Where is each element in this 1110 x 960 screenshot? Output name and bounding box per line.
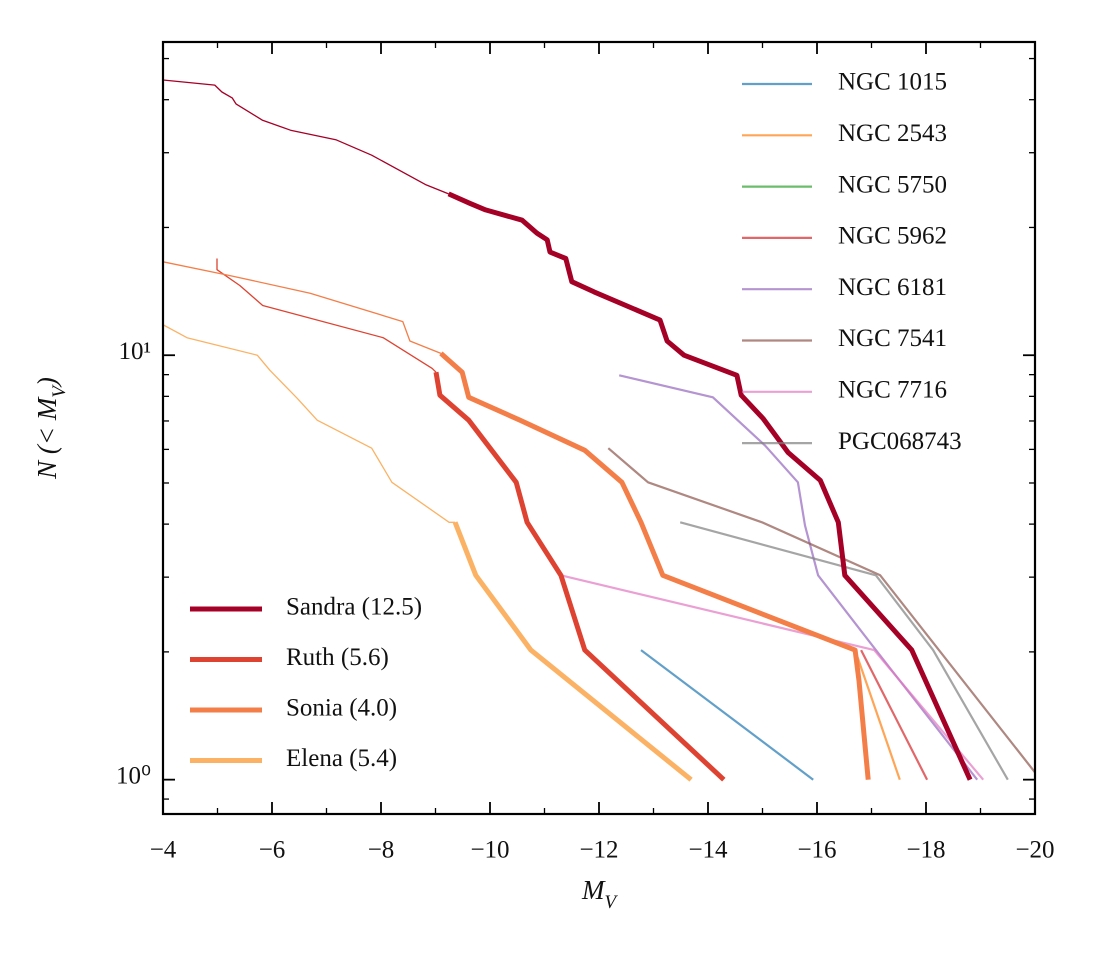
legend-label: Sonia (4.0) [286,695,397,722]
x-axis-label: MV [581,875,619,913]
x-tick-label: −6 [259,837,286,864]
series-line [163,324,456,523]
legend-label: PGC068743 [838,428,962,455]
legend-label: NGC 5962 [838,223,947,250]
series-line [163,261,442,355]
legend-label: NGC 7541 [838,325,947,352]
x-tick-label: −16 [797,837,836,864]
series-line [679,521,1009,781]
series-line [452,521,693,782]
legend-label: Elena (5.4) [286,745,397,772]
series-line [216,258,437,373]
legend-label: NGC 5750 [838,171,947,198]
x-tick-label: −20 [1015,837,1054,864]
series-line [607,447,1035,774]
series-line [640,649,814,781]
x-tick-label: −12 [579,837,618,864]
plot-lines [163,79,1035,782]
series-line [860,649,929,781]
x-tick-label: −8 [368,837,395,864]
x-tick-label: −10 [470,837,509,864]
x-tick-label: −14 [688,837,728,864]
x-tick-label: −4 [150,837,177,864]
series-line [439,351,871,780]
series-line [618,374,979,781]
series-line [560,574,985,781]
legend-label: NGC 7716 [838,377,947,404]
legend-label: Sandra (12.5) [286,594,422,621]
series-line [163,79,449,195]
y-axis-label: N (< MV) [32,377,70,480]
legend-label: NGC 6181 [838,274,947,301]
legend-label: NGC 2543 [838,120,947,147]
series-line [433,371,726,782]
series-line [854,649,901,781]
legend-label: NGC 1015 [838,69,947,96]
x-tick-label: −18 [906,837,945,864]
legend-label: Ruth (5.6) [286,644,389,671]
y-tick-label: 10¹ [119,338,152,365]
y-tick-label: 10⁰ [116,762,151,789]
series-line [447,191,973,781]
